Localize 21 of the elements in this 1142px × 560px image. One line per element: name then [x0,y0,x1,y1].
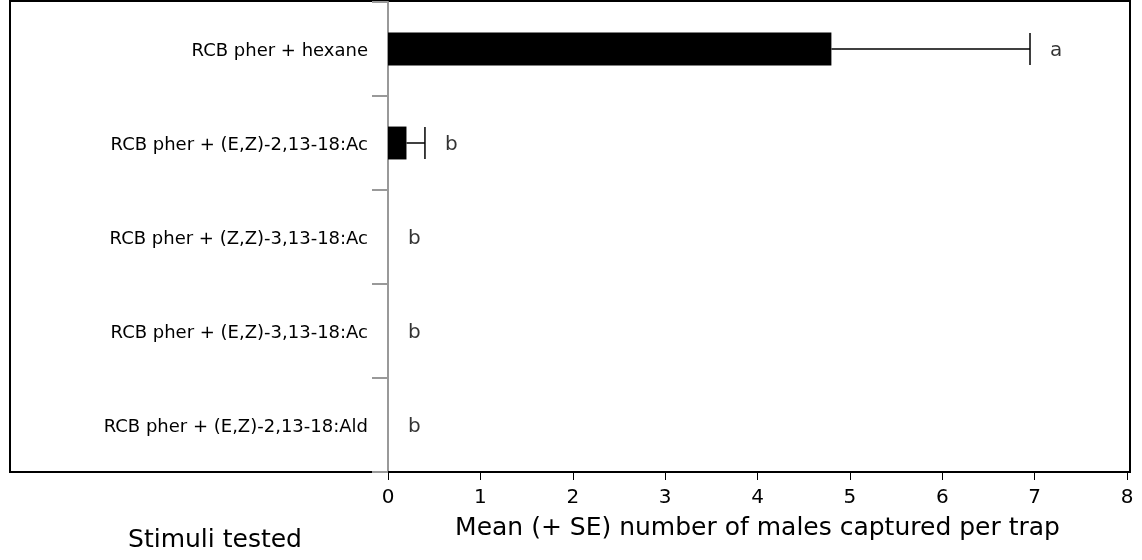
annotation: b [408,319,421,343]
x-tick-label: 6 [935,484,949,508]
x-tick-label: 4 [751,484,764,508]
annotation: a [1050,37,1063,61]
annotation: b [408,413,421,437]
x-tick-label: 0 [381,484,395,508]
y-tick-label: RCB pher + (Z,Z)-3,13-18:Ac [109,226,368,248]
y-tick-label: RCB pher + (E,Z)-3,13-18:Ac [110,320,368,342]
x-tick-label: 8 [1120,484,1134,508]
x-tick-label: 3 [658,484,672,508]
y-tick-label: RCB pher + (E,Z)-2,13-18:Ald [103,414,368,436]
x-tick-label: 2 [566,484,580,508]
annotation: b [408,225,421,249]
annotation: b [444,131,458,155]
y-tick-label: RCB pher + (E,Z)-2,13-18:Ac [110,132,368,154]
x-axis-title: Mean (+ SE) number of males captured per trap [455,512,1060,541]
x-tick-label: 1 [474,484,487,508]
x-tick-label: 5 [843,484,857,508]
x-tick-label: 7 [1028,484,1041,508]
y-axis-title: Stimuli tested [128,523,302,553]
y-tick-label: RCB pher + hexane [191,38,368,60]
